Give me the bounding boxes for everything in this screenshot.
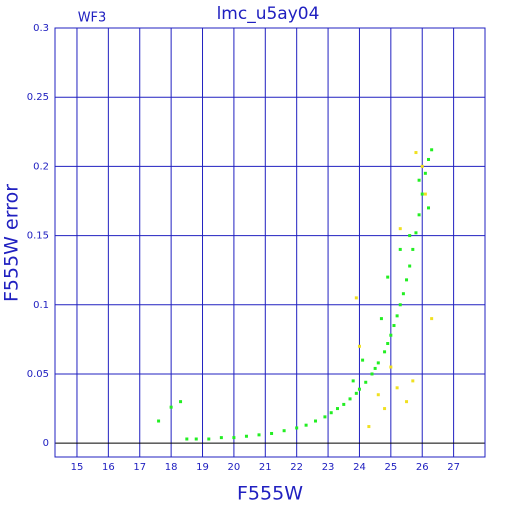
x-tick-label: 24 [353, 462, 366, 473]
x-tick-label: 21 [259, 462, 272, 473]
point [379, 317, 383, 321]
y-tick-label: 0.25 [27, 92, 49, 103]
x-tick-label: 20 [228, 462, 241, 473]
y-tick-label: 0 [43, 438, 49, 449]
point [367, 425, 371, 429]
point [376, 361, 380, 365]
point [420, 164, 424, 168]
point [398, 303, 402, 307]
point [386, 275, 390, 279]
point [383, 350, 387, 354]
point [392, 324, 396, 328]
point [157, 419, 161, 423]
point [207, 437, 211, 441]
point [179, 400, 183, 404]
point [357, 344, 361, 348]
y-tick-label: 0.1 [33, 300, 49, 311]
point [414, 151, 418, 155]
point [405, 400, 409, 404]
point [414, 231, 418, 235]
point [357, 387, 361, 391]
point [420, 192, 424, 196]
point [364, 380, 368, 384]
x-tick-label: 27 [447, 462, 460, 473]
x-tick-label: 26 [416, 462, 429, 473]
point [354, 391, 358, 395]
point [408, 234, 412, 238]
point [335, 407, 339, 411]
point [408, 264, 412, 268]
point [423, 192, 427, 196]
point [194, 437, 198, 441]
point [417, 178, 421, 182]
point [219, 436, 223, 440]
point [401, 292, 405, 296]
point [398, 247, 402, 251]
point [411, 247, 415, 251]
point [389, 333, 393, 337]
x-axis-label: F555W [237, 483, 303, 505]
point [383, 407, 387, 411]
point [389, 365, 393, 369]
point [295, 426, 299, 430]
point [373, 366, 377, 370]
x-tick-label: 17 [133, 462, 146, 473]
y-tick-label: 0.15 [27, 231, 49, 242]
point [405, 278, 409, 282]
x-tick-label: 18 [165, 462, 178, 473]
point [417, 213, 421, 217]
point [411, 379, 415, 383]
point [323, 415, 327, 419]
x-tick-label: 19 [196, 462, 209, 473]
point [282, 429, 286, 433]
point [270, 431, 274, 435]
plot-frame [54, 27, 486, 458]
point [398, 227, 402, 231]
x-tick-label: 22 [290, 462, 303, 473]
point [329, 411, 333, 415]
point [361, 358, 365, 362]
point [351, 379, 355, 383]
point [314, 419, 318, 423]
y-tick-label: 0.3 [33, 23, 49, 34]
y-axis-label: F555W error [1, 184, 23, 302]
y-tick-label: 0.2 [33, 161, 49, 172]
point [395, 314, 399, 318]
x-tick-label: 25 [384, 462, 397, 473]
chart-title: lmc_u5ay04 [217, 4, 320, 24]
point [244, 434, 248, 438]
point [348, 397, 352, 401]
x-tick-label: 23 [322, 462, 335, 473]
point [376, 393, 380, 397]
y-tick-label: 0.05 [27, 369, 49, 380]
point [386, 342, 390, 346]
point [257, 433, 261, 437]
point [304, 423, 308, 427]
point [430, 148, 434, 152]
point [427, 206, 431, 210]
point [423, 171, 427, 175]
point [370, 372, 374, 376]
chart-subtitle: WF3 [78, 11, 107, 26]
point [354, 296, 358, 300]
point [427, 157, 431, 161]
x-tick-label: 16 [102, 462, 115, 473]
point [395, 386, 399, 390]
point [169, 405, 173, 409]
point [342, 402, 346, 406]
point [232, 436, 236, 440]
point [185, 437, 189, 441]
point [430, 317, 434, 321]
x-tick-label: 15 [71, 462, 84, 473]
